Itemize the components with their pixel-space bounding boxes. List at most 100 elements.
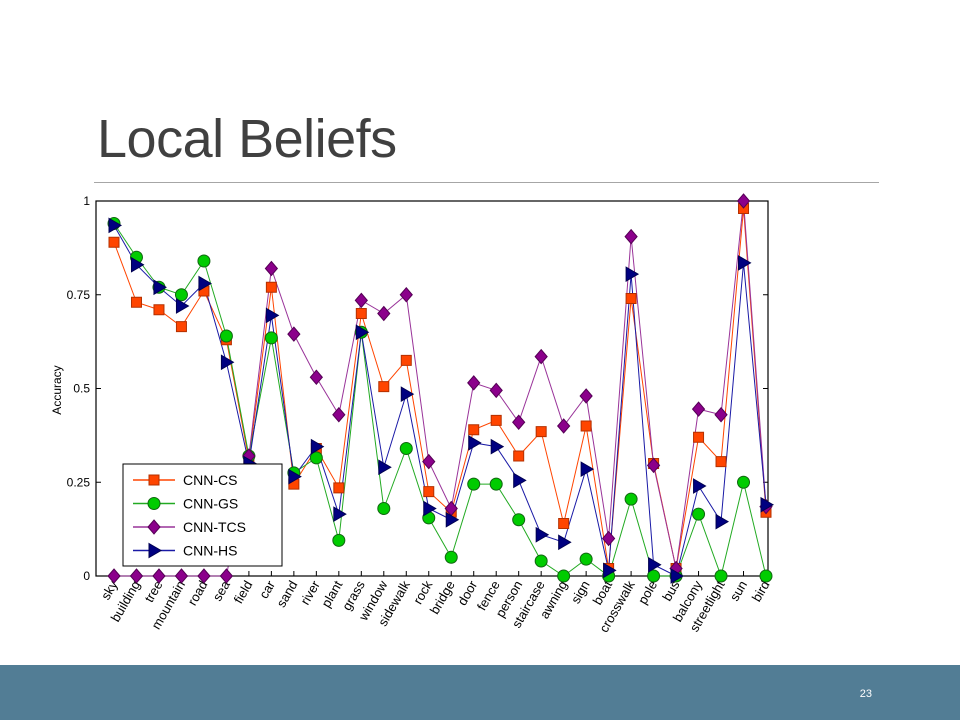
slide-title: Local Beliefs [97, 109, 397, 169]
data-point [646, 457, 661, 474]
data-point [264, 260, 279, 277]
x-tick-label: sign [568, 578, 593, 606]
data-point [265, 307, 280, 324]
data-point [558, 518, 570, 529]
page-number: 23 [859, 688, 872, 700]
y-tick-label: 0.5 [73, 382, 90, 396]
legend-marker [147, 519, 161, 535]
legend-marker [148, 474, 160, 486]
data-point [265, 281, 277, 293]
data-point [197, 254, 211, 268]
data-point [513, 450, 525, 462]
data-point [693, 478, 707, 494]
data-point [535, 426, 547, 438]
footer-bar: 23 [0, 665, 960, 720]
data-point [445, 511, 460, 528]
data-point [198, 275, 212, 292]
title-divider [94, 182, 879, 183]
data-point [625, 293, 637, 304]
data-point [691, 401, 706, 417]
data-point [736, 193, 751, 209]
data-point [715, 456, 727, 468]
data-point [490, 438, 505, 455]
data-point [355, 324, 370, 341]
data-point [467, 375, 481, 391]
data-point [332, 533, 346, 547]
data-point [715, 513, 730, 530]
data-point [714, 569, 728, 583]
data-point [377, 305, 391, 322]
data-point [558, 534, 572, 551]
data-point [624, 492, 638, 506]
x-tick-label: field [231, 578, 256, 606]
legend-label: CNN-HS [183, 543, 237, 559]
data-point [309, 369, 324, 386]
data-point [580, 420, 592, 432]
data-point [264, 331, 278, 345]
data-point [219, 568, 234, 584]
data-point [400, 386, 415, 402]
data-point [355, 308, 367, 319]
data-point [513, 472, 527, 489]
data-point [624, 228, 638, 245]
x-tick-label: sea [210, 577, 234, 603]
data-point [174, 568, 189, 584]
series-markers [108, 217, 774, 584]
x-tick-label: road [185, 578, 211, 608]
data-point [468, 424, 480, 436]
data-point [693, 431, 705, 443]
legend-label: CNN-CS [183, 472, 237, 488]
data-point [468, 435, 482, 451]
data-point [422, 453, 436, 470]
data-point [399, 286, 413, 303]
data-point [378, 459, 392, 476]
data-point [400, 354, 412, 366]
data-point [489, 382, 503, 399]
data-point [310, 438, 325, 455]
data-point [399, 442, 413, 455]
y-tick-label: 0.75 [67, 288, 91, 302]
data-point [490, 414, 502, 426]
data-point [130, 256, 145, 273]
data-point [670, 568, 685, 584]
data-point [333, 482, 345, 494]
data-point [354, 292, 368, 309]
legend-label: CNN-GS [183, 496, 238, 512]
y-tick-label: 0 [83, 569, 90, 583]
x-tick-label: sand [273, 578, 300, 610]
data-point [692, 507, 706, 521]
x-tick-label: bird [749, 578, 773, 604]
data-point [108, 236, 120, 248]
data-point [108, 217, 122, 234]
x-tick-label: sun [727, 578, 750, 604]
data-point [760, 496, 774, 513]
x-tick-label: pole [635, 578, 660, 607]
data-point [287, 326, 301, 342]
data-point [535, 526, 550, 543]
data-point [378, 381, 390, 393]
data-point [175, 298, 190, 314]
data-point [625, 266, 640, 282]
legend-marker [148, 542, 162, 559]
data-point [512, 513, 526, 527]
data-point [219, 329, 233, 343]
data-point [534, 554, 548, 568]
data-point [579, 552, 593, 566]
legend-marker [147, 497, 161, 510]
data-point [512, 414, 526, 431]
data-point [647, 569, 661, 583]
data-point [174, 288, 188, 302]
data-point [153, 304, 165, 316]
x-tick-label: car [256, 577, 278, 601]
data-point [377, 502, 391, 515]
data-point [714, 406, 728, 423]
y-tick-label: 0.25 [67, 475, 91, 489]
y-tick-label: 1 [83, 194, 90, 208]
data-point [423, 486, 435, 498]
data-point [197, 568, 211, 584]
data-point [309, 451, 323, 465]
data-point [129, 568, 144, 584]
y-axis-label: Accuracy [50, 365, 64, 414]
data-point [759, 569, 773, 583]
data-point [648, 556, 662, 573]
